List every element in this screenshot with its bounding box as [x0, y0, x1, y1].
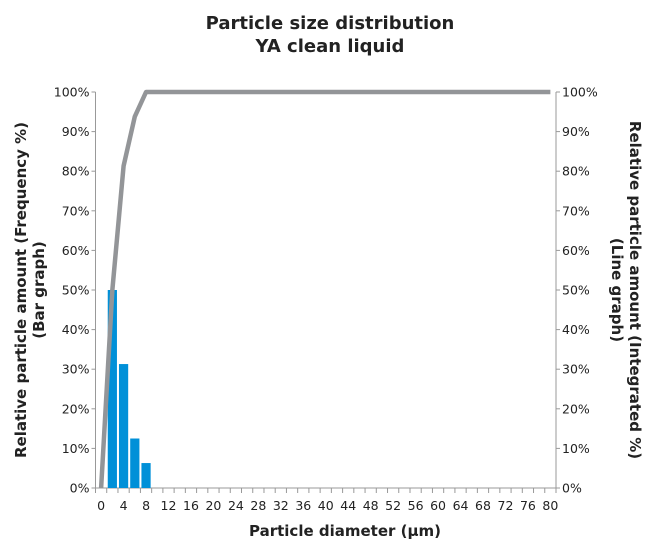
- x-tick-label: 60: [430, 498, 446, 513]
- x-tick-label: 44: [340, 498, 356, 513]
- y-left-tick-label: 90%: [62, 124, 90, 139]
- x-tick-label: 68: [475, 498, 491, 513]
- y-left-tick-label: 20%: [62, 401, 90, 416]
- y-left-tick-label: 60%: [62, 243, 90, 258]
- x-tick-label: 64: [453, 498, 469, 513]
- y-right-tick-label: 60%: [562, 243, 590, 258]
- x-tick-label: 48: [363, 498, 379, 513]
- y-right-tick-label: 50%: [562, 283, 590, 298]
- y-right-axis-label: Relative particle amount (Integrated %): [626, 121, 644, 459]
- y-left-tick-label: 40%: [62, 322, 90, 337]
- y-left-axis-label: Relative particle amount (Frequency %): [12, 122, 30, 458]
- x-tick-label: 76: [520, 498, 536, 513]
- y-left-tick-label: 0%: [70, 481, 90, 496]
- bar: [107, 290, 117, 488]
- y-right-tick-label: 100%: [562, 85, 598, 100]
- x-tick-label: 0: [97, 498, 105, 513]
- y-right-tick-label: 90%: [562, 124, 590, 139]
- x-tick-label: 28: [250, 498, 266, 513]
- chart-title: Particle size distribution: [206, 13, 455, 34]
- y-right-tick-label: 30%: [562, 362, 590, 377]
- x-tick-label: 24: [228, 498, 244, 513]
- bar: [118, 364, 129, 488]
- y-left-axis-sublabel: (Bar graph): [30, 241, 48, 339]
- chart-subtitle: YA clean liquid: [255, 36, 405, 57]
- y-right-tick-label: 70%: [562, 203, 590, 218]
- y-right-tick-label: 80%: [562, 164, 590, 179]
- cumulative-line: [98, 89, 551, 489]
- y-left-tick-label: 100%: [54, 85, 90, 100]
- x-tick-label: 4: [120, 498, 128, 513]
- x-tick-label: 40: [318, 498, 334, 513]
- x-tick-label: 12: [161, 498, 177, 513]
- y-right-tick-label: 0%: [562, 481, 582, 496]
- x-axis-label: Particle diameter (µm): [249, 522, 441, 540]
- y-left-tick-label: 10%: [62, 441, 90, 456]
- x-tick-label: 72: [498, 498, 514, 513]
- y-right-axis-sublabel: (Line graph): [608, 238, 626, 342]
- y-left-tick-label: 80%: [62, 164, 90, 179]
- bar: [130, 438, 140, 488]
- x-tick-label: 36: [295, 498, 311, 513]
- y-left-tick-label: 30%: [62, 362, 90, 377]
- y-left-tick-label: 50%: [62, 283, 90, 298]
- x-tick-label: 80: [542, 498, 558, 513]
- y-right-tick-label: 40%: [562, 322, 590, 337]
- bar: [141, 463, 151, 488]
- y-left-tick-label: 70%: [62, 203, 90, 218]
- x-tick-label: 16: [183, 498, 199, 513]
- x-tick-label: 20: [205, 498, 221, 513]
- x-tick-label: 56: [408, 498, 424, 513]
- x-tick-label: 52: [385, 498, 401, 513]
- y-right-tick-label: 10%: [562, 441, 590, 456]
- y-right-tick-label: 20%: [562, 401, 590, 416]
- x-tick-label: 32: [273, 498, 289, 513]
- x-tick-label: 8: [142, 498, 150, 513]
